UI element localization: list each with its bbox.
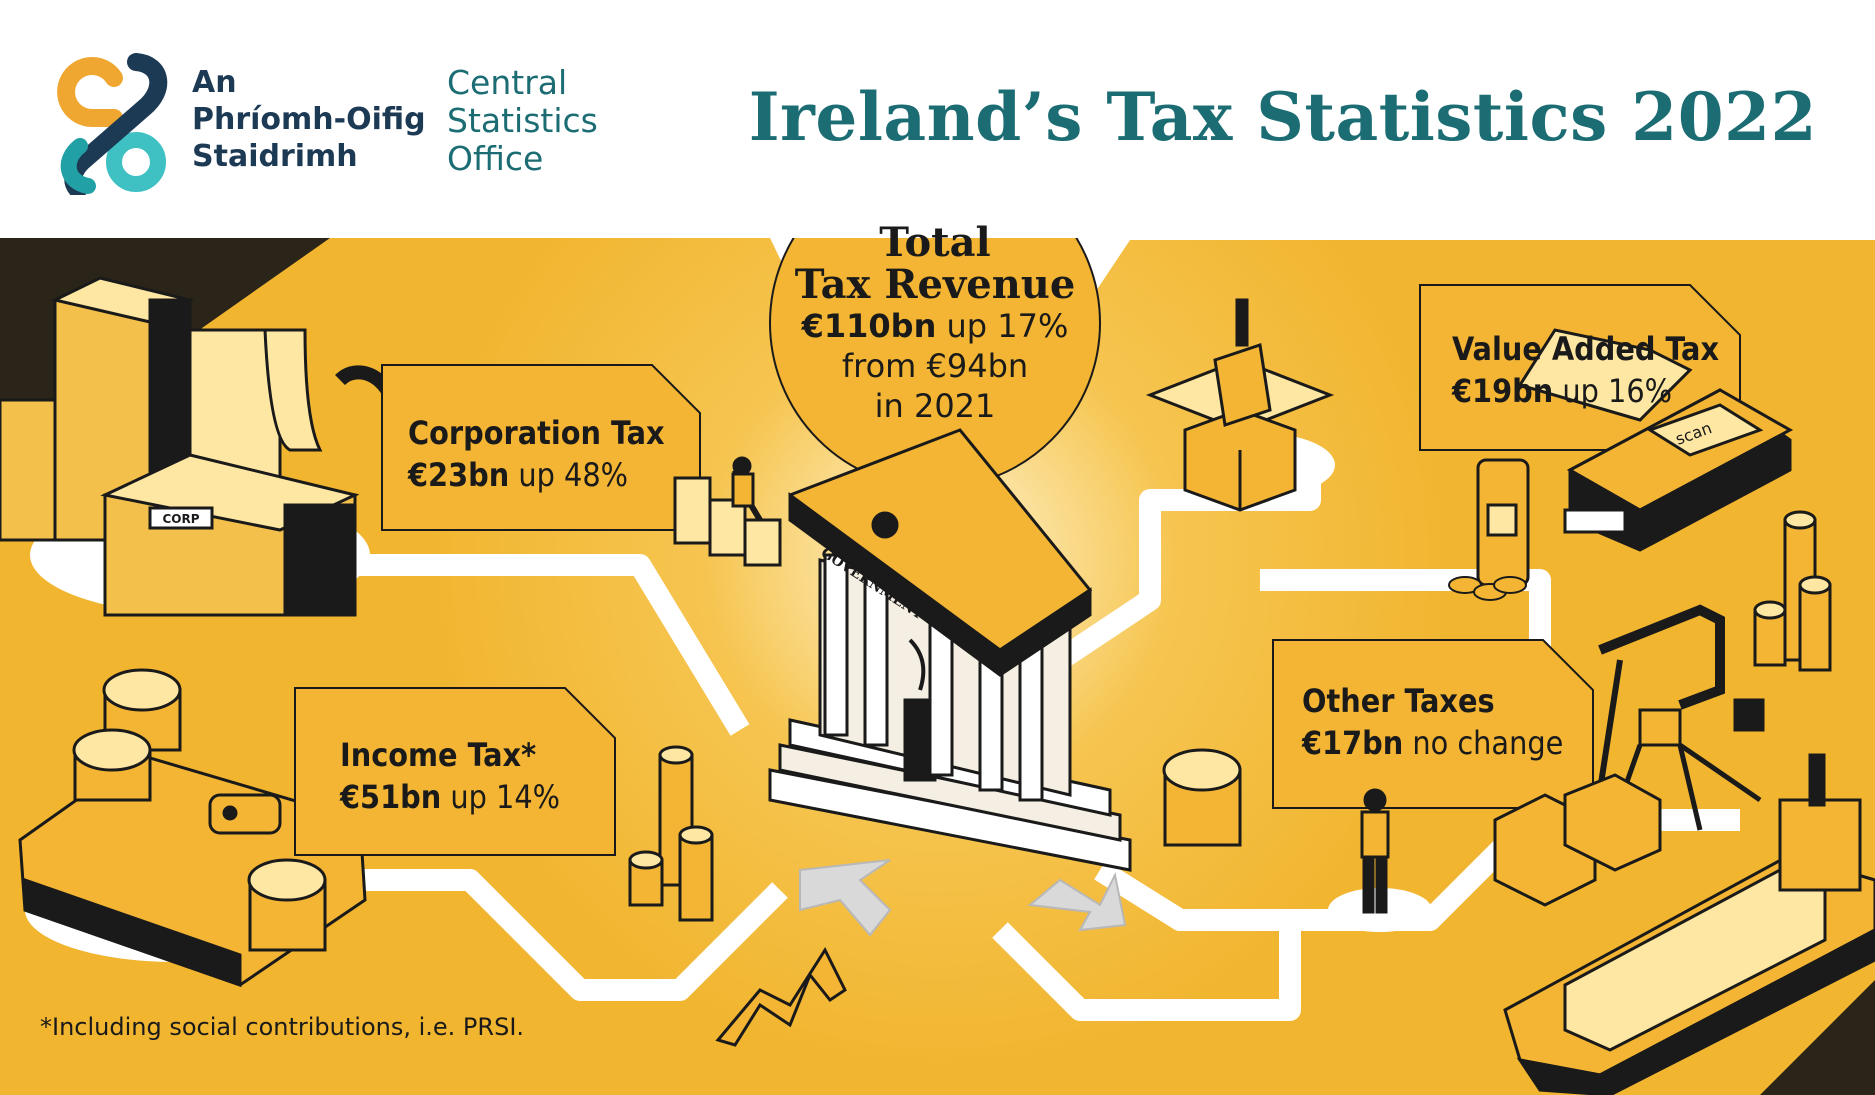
shipping-box-icon	[1145, 298, 1335, 512]
vat-value: €19bn up 16%	[1452, 370, 1719, 412]
other-taxes-title: Other Taxes	[1302, 682, 1495, 720]
logo-irish-line: Staidrimh	[192, 139, 358, 174]
income-callout	[294, 687, 616, 856]
corporation-tax-label: Corporation Tax €23bn up 48%	[408, 412, 665, 496]
footnote: *Including social contributions, i.e. PR…	[40, 1013, 525, 1041]
coins-pile-icon	[1448, 576, 1527, 601]
vat-amount: €19bn	[1452, 372, 1554, 410]
income-tax-change: up 14%	[441, 778, 560, 816]
phone-icon	[1476, 458, 1530, 587]
worker-figure-icon	[1360, 788, 1390, 914]
vat-change: up 16%	[1553, 372, 1672, 410]
vat-label: Value Added Tax €19bn up 16%	[1452, 328, 1719, 412]
corporation-tax-value: €23bn up 48%	[408, 454, 665, 496]
other-taxes-label: Other Taxes €17bn no change	[1302, 680, 1563, 764]
corporation-callout	[381, 364, 701, 531]
vat-title: Value Added Tax	[1452, 330, 1720, 368]
logo-english-line: Central	[447, 63, 568, 102]
cso-logo-icon	[57, 53, 168, 195]
corporation-tax-amount: €23bn	[408, 456, 510, 494]
logo-english-name: Central Statistics Office	[447, 64, 598, 178]
total-revenue-year: in 2021	[874, 387, 996, 425]
logo-irish-line: An	[192, 65, 237, 100]
income-tax-value: €51bn up 14%	[340, 776, 560, 818]
corp-sign: CORP	[162, 512, 199, 526]
total-revenue-previous: from €94bn	[841, 347, 1029, 385]
shipping-containers-icon	[1493, 773, 1662, 907]
other-taxes-amount: €17bn	[1302, 724, 1404, 762]
government-building-icon	[768, 428, 1132, 872]
other-taxes-change: no change	[1403, 724, 1564, 762]
corporation-buildings-icon	[0, 276, 403, 617]
other-taxes-callout	[1272, 639, 1594, 809]
growth-stairs-icon	[673, 456, 782, 567]
total-revenue-label: Total Tax Revenue €110bn up 17% from €94…	[780, 222, 1090, 426]
logo-irish-line: Phríomh-Oifig	[192, 102, 426, 137]
income-tax-label: Income Tax* €51bn up 14%	[340, 734, 560, 818]
infographic-scene: CORP GOVERNMENT	[0, 238, 1875, 1095]
total-revenue-change: up 17%	[936, 307, 1069, 345]
logo-irish-name: An Phríomh-Oifig Staidrimh	[192, 64, 426, 175]
cargo-ship-icon	[1503, 753, 1875, 1095]
trend-arrow-icon	[715, 946, 847, 1047]
total-revenue-value: €110bn up 17%	[780, 306, 1090, 346]
logo-english-line: Office	[447, 139, 544, 178]
payment-terminal-icon	[1517, 328, 1794, 552]
header: An Phríomh-Oifig Staidrimh Central Stati…	[0, 0, 1875, 238]
coin-stacks-icon	[72, 510, 1832, 952]
income-tax-amount: €51bn	[340, 778, 442, 816]
logo-english-line: Statistics	[447, 101, 598, 140]
income-tax-title: Income Tax*	[340, 736, 537, 774]
corporation-tax-title: Corporation Tax	[408, 414, 665, 452]
arrows-icon	[799, 859, 1127, 937]
port-crane-icon	[1597, 604, 1765, 831]
total-revenue-title-line2: Tax Revenue	[794, 261, 1076, 308]
total-revenue-title-line1: Total	[879, 219, 991, 266]
corporation-tax-change: up 48%	[509, 456, 628, 494]
other-taxes-value: €17bn no change	[1302, 722, 1563, 764]
page-title: Ireland’s Tax Statistics 2022	[748, 78, 1817, 156]
total-revenue-amount: €110bn	[801, 307, 937, 345]
